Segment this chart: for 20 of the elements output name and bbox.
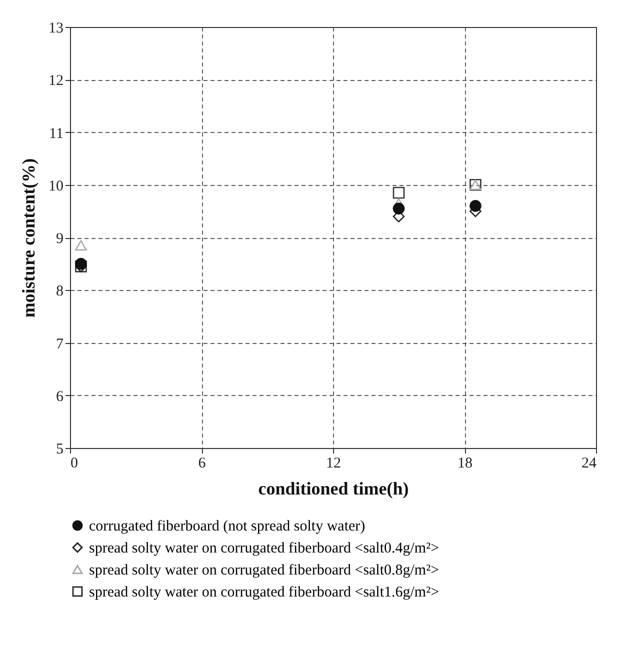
y-tick-label: 12 bbox=[48, 73, 64, 90]
x-tick-label: 18 bbox=[458, 456, 472, 472]
legend-label: spread solty water on corrugated fiberboard <salt1.6g/m²> bbox=[89, 584, 440, 600]
y-tick-label: 7 bbox=[56, 336, 64, 352]
x-tick-label: 0 bbox=[70, 456, 78, 472]
y-axis-title: moisture content(%) bbox=[18, 158, 38, 318]
x-axis-title: conditioned time(h) bbox=[258, 478, 409, 498]
y-tick-label: 10 bbox=[48, 178, 64, 194]
y-tick-label: 5 bbox=[56, 442, 64, 458]
x-tick-label: 6 bbox=[198, 456, 206, 472]
legend-label: corrugated fiberboard (not spread solty water) bbox=[89, 518, 366, 534]
y-tick-label: 6 bbox=[56, 388, 64, 405]
legend-label: spread solty water on corrugated fiberboard <salt0.8g/m²> bbox=[89, 562, 440, 578]
y-tick-label: 8 bbox=[56, 284, 64, 300]
x-tick-label: 24 bbox=[582, 456, 597, 472]
legend-label: spread solty water on corrugated fiberboard <salt0.4g/m²> bbox=[89, 540, 440, 556]
y-tick-label: 9 bbox=[56, 231, 64, 247]
y-tick-label: 11 bbox=[49, 126, 64, 142]
y-tick-label: 13 bbox=[48, 20, 64, 36]
x-tick-label: 12 bbox=[326, 456, 341, 472]
